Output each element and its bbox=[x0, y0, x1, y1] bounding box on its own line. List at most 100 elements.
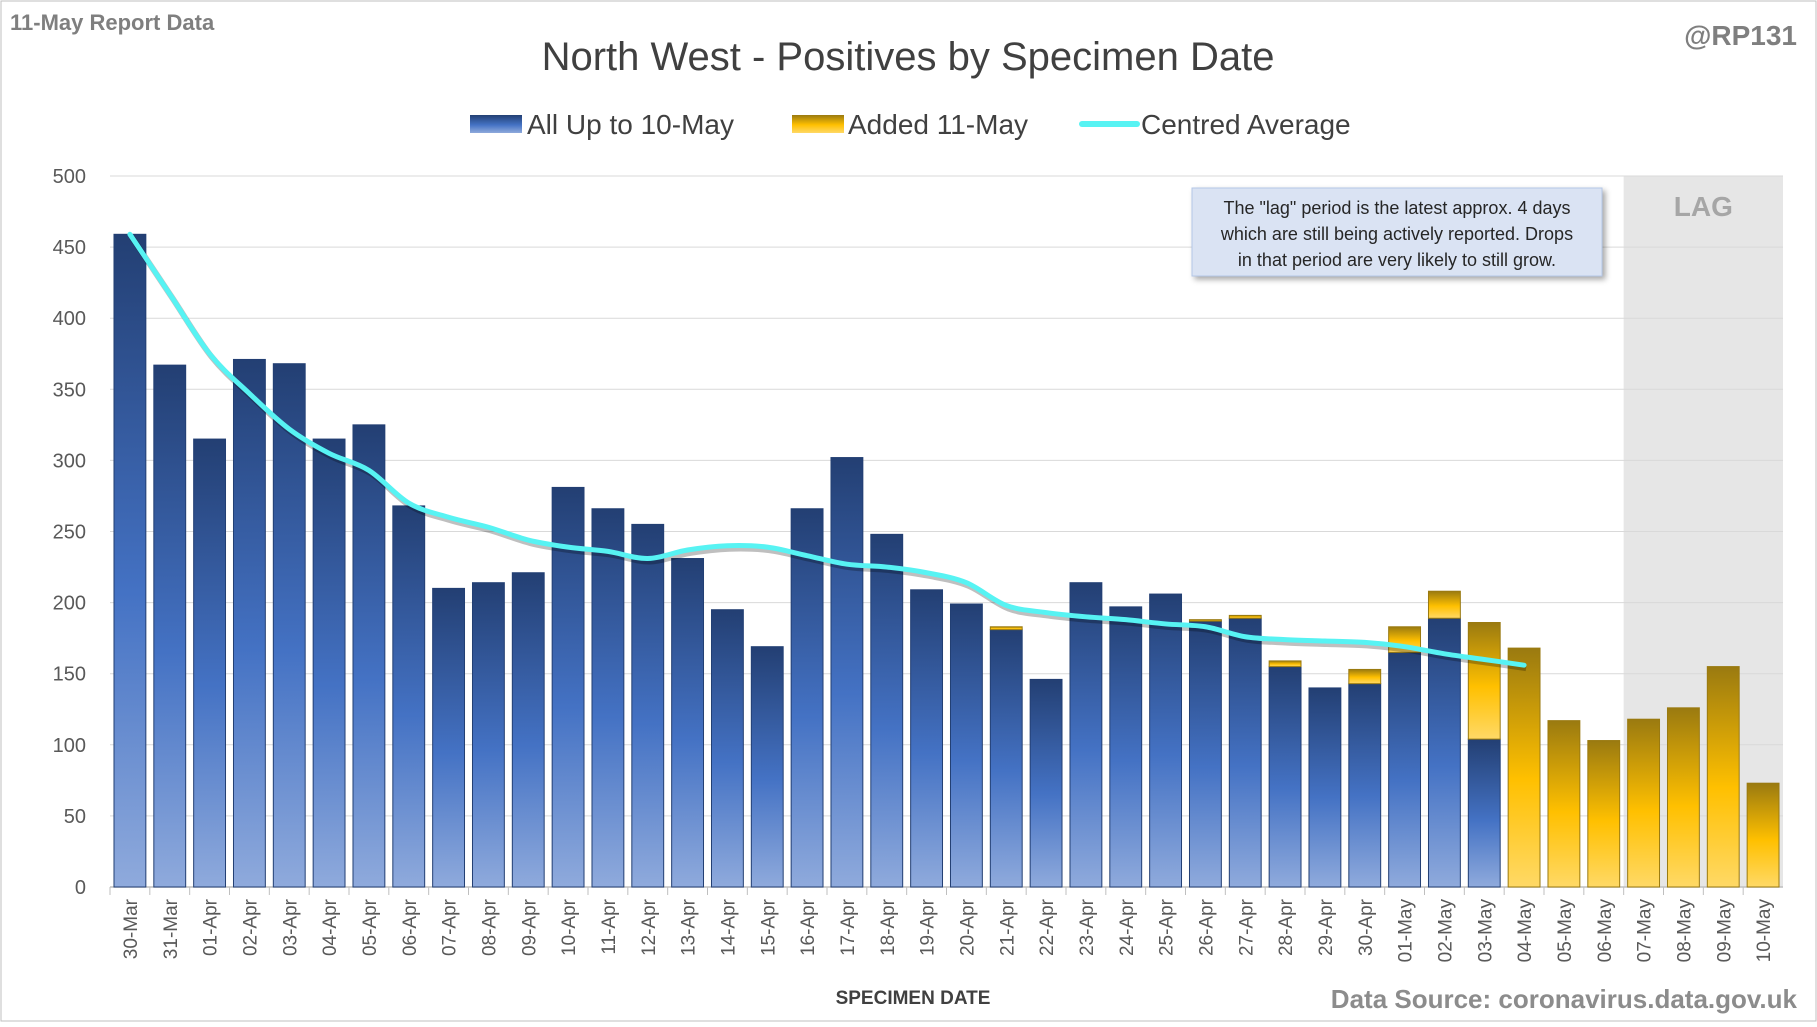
bar-added bbox=[1706, 666, 1740, 888]
x-tick-label: 11-Apr bbox=[599, 898, 620, 954]
x-tick-label: 31-Mar bbox=[161, 898, 182, 959]
legend-swatch-existing bbox=[470, 115, 522, 133]
x-tick-label: 03-May bbox=[1475, 899, 1496, 963]
data-source: Data Source: coronavirus.data.gov.uk bbox=[1331, 984, 1798, 1014]
x-tick-label: 19-Apr bbox=[918, 898, 939, 956]
x-tick-label: 29-Apr bbox=[1316, 898, 1337, 956]
x-tick-label: 14-Apr bbox=[718, 898, 739, 956]
chart-title: North West - Positives by Specimen Date bbox=[542, 35, 1275, 79]
lag-annotation-box bbox=[1191, 187, 1603, 277]
bar-existing bbox=[1388, 651, 1422, 888]
bar-added bbox=[1467, 622, 1501, 740]
author-handle: @RP131 bbox=[1684, 20, 1797, 51]
bar-existing bbox=[591, 508, 625, 888]
bar-existing bbox=[392, 505, 426, 888]
average-line bbox=[127, 231, 1527, 668]
legend: All Up to 10-May Added 11-May Centred Av… bbox=[470, 109, 1351, 140]
y-tick-label: 350 bbox=[53, 379, 86, 401]
bar-existing bbox=[870, 533, 904, 888]
bar-existing bbox=[1268, 666, 1302, 888]
bar-existing bbox=[710, 609, 744, 888]
x-tick-label: 23-Apr bbox=[1077, 898, 1098, 956]
legend-swatch-added bbox=[792, 115, 844, 133]
lag-annotation-line-1: The "lag" period is the latest approx. 4… bbox=[1224, 198, 1571, 218]
x-tick-label: 30-Apr bbox=[1356, 898, 1377, 956]
x-tick-label: 04-Apr bbox=[320, 898, 341, 956]
legend-label-average: Centred Average bbox=[1141, 109, 1351, 140]
x-tick-label: 12-Apr bbox=[639, 898, 660, 956]
x-tick-label: 26-Apr bbox=[1196, 898, 1217, 956]
bar-existing bbox=[511, 572, 545, 888]
x-tick-label: 03-Apr bbox=[280, 898, 301, 956]
bar-existing bbox=[551, 486, 585, 888]
bar-existing bbox=[1109, 606, 1143, 888]
x-tick-label: 18-Apr bbox=[878, 898, 899, 956]
y-tick-label: 200 bbox=[53, 593, 86, 615]
x-tick-label: 06-Apr bbox=[400, 898, 421, 956]
bar-added bbox=[1627, 718, 1661, 888]
x-tick-label: 10-May bbox=[1754, 899, 1775, 963]
lag-annotation-line-3: in that period are very likely to still … bbox=[1238, 250, 1556, 270]
bar-existing bbox=[1467, 738, 1501, 888]
bar-existing bbox=[949, 603, 983, 888]
x-tick-label: 06-May bbox=[1595, 899, 1616, 963]
x-tick-label: 01-Apr bbox=[201, 898, 222, 956]
x-tick-label: 04-May bbox=[1515, 899, 1536, 963]
bar-existing bbox=[1149, 593, 1183, 888]
bar-existing bbox=[790, 508, 824, 888]
bars bbox=[109, 233, 1780, 895]
x-tick-label: 28-Apr bbox=[1276, 898, 1297, 956]
x-tick-label: 05-May bbox=[1555, 899, 1576, 963]
x-tick-label: 24-Apr bbox=[1117, 898, 1138, 956]
bar-added bbox=[1188, 619, 1222, 622]
y-tick-label: 0 bbox=[75, 877, 86, 899]
y-tick-label: 500 bbox=[53, 166, 86, 188]
bar-existing bbox=[312, 438, 346, 888]
x-tick-label: 25-Apr bbox=[1157, 898, 1178, 956]
x-tick-label: 22-Apr bbox=[1037, 898, 1058, 956]
legend-label-added: Added 11-May bbox=[848, 109, 1028, 140]
y-tick-label: 100 bbox=[53, 735, 86, 757]
x-axis-ticks: 30-Mar 31-Mar 01-Apr 02-Apr 03-Apr 04-Apr 05-A… bbox=[121, 898, 1775, 962]
bar-existing bbox=[631, 523, 665, 888]
bar-added bbox=[1348, 668, 1382, 685]
x-tick-label: 08-Apr bbox=[479, 898, 500, 956]
x-tick-label: 16-Apr bbox=[798, 898, 819, 956]
bar-existing bbox=[1029, 678, 1063, 888]
x-tick-label: 07-May bbox=[1635, 899, 1656, 963]
bar-existing bbox=[1188, 620, 1222, 888]
lag-label: LAG bbox=[1674, 191, 1733, 222]
x-tick-label: 02-May bbox=[1435, 899, 1456, 963]
bar-existing bbox=[352, 424, 386, 888]
bar-added bbox=[1587, 740, 1621, 888]
gridlines bbox=[110, 175, 1783, 888]
x-axis-title: SPECIMEN DATE bbox=[836, 988, 991, 1009]
bar-existing bbox=[432, 587, 466, 888]
bar-added bbox=[1666, 707, 1700, 888]
bar-added bbox=[1547, 720, 1581, 888]
lag-annotation-line-2: which are still being actively reported.… bbox=[1220, 224, 1573, 244]
bar-added bbox=[1746, 782, 1780, 888]
bar-existing bbox=[910, 589, 944, 888]
y-tick-label: 250 bbox=[53, 522, 86, 544]
bar-existing bbox=[830, 457, 864, 888]
y-tick-label: 150 bbox=[53, 664, 86, 686]
bar-existing bbox=[113, 233, 147, 888]
report-label: 11-May Report Data bbox=[10, 10, 215, 35]
x-tick-label: 21-Apr bbox=[997, 898, 1018, 956]
x-tick-label: 01-May bbox=[1396, 899, 1417, 963]
x-tick-label: 08-May bbox=[1674, 899, 1695, 963]
x-tick-label: 09-Apr bbox=[519, 898, 540, 956]
bar-existing bbox=[272, 363, 306, 888]
bar-existing bbox=[193, 438, 227, 888]
average-line-group bbox=[127, 231, 1527, 672]
bar-existing bbox=[1228, 617, 1262, 888]
x-tick-label: 10-Apr bbox=[559, 898, 580, 956]
bar-added bbox=[1427, 590, 1461, 619]
bar-existing bbox=[671, 558, 705, 888]
bar-existing bbox=[750, 646, 784, 888]
bar-existing bbox=[989, 629, 1023, 888]
x-tick-label: 05-Apr bbox=[360, 898, 381, 956]
